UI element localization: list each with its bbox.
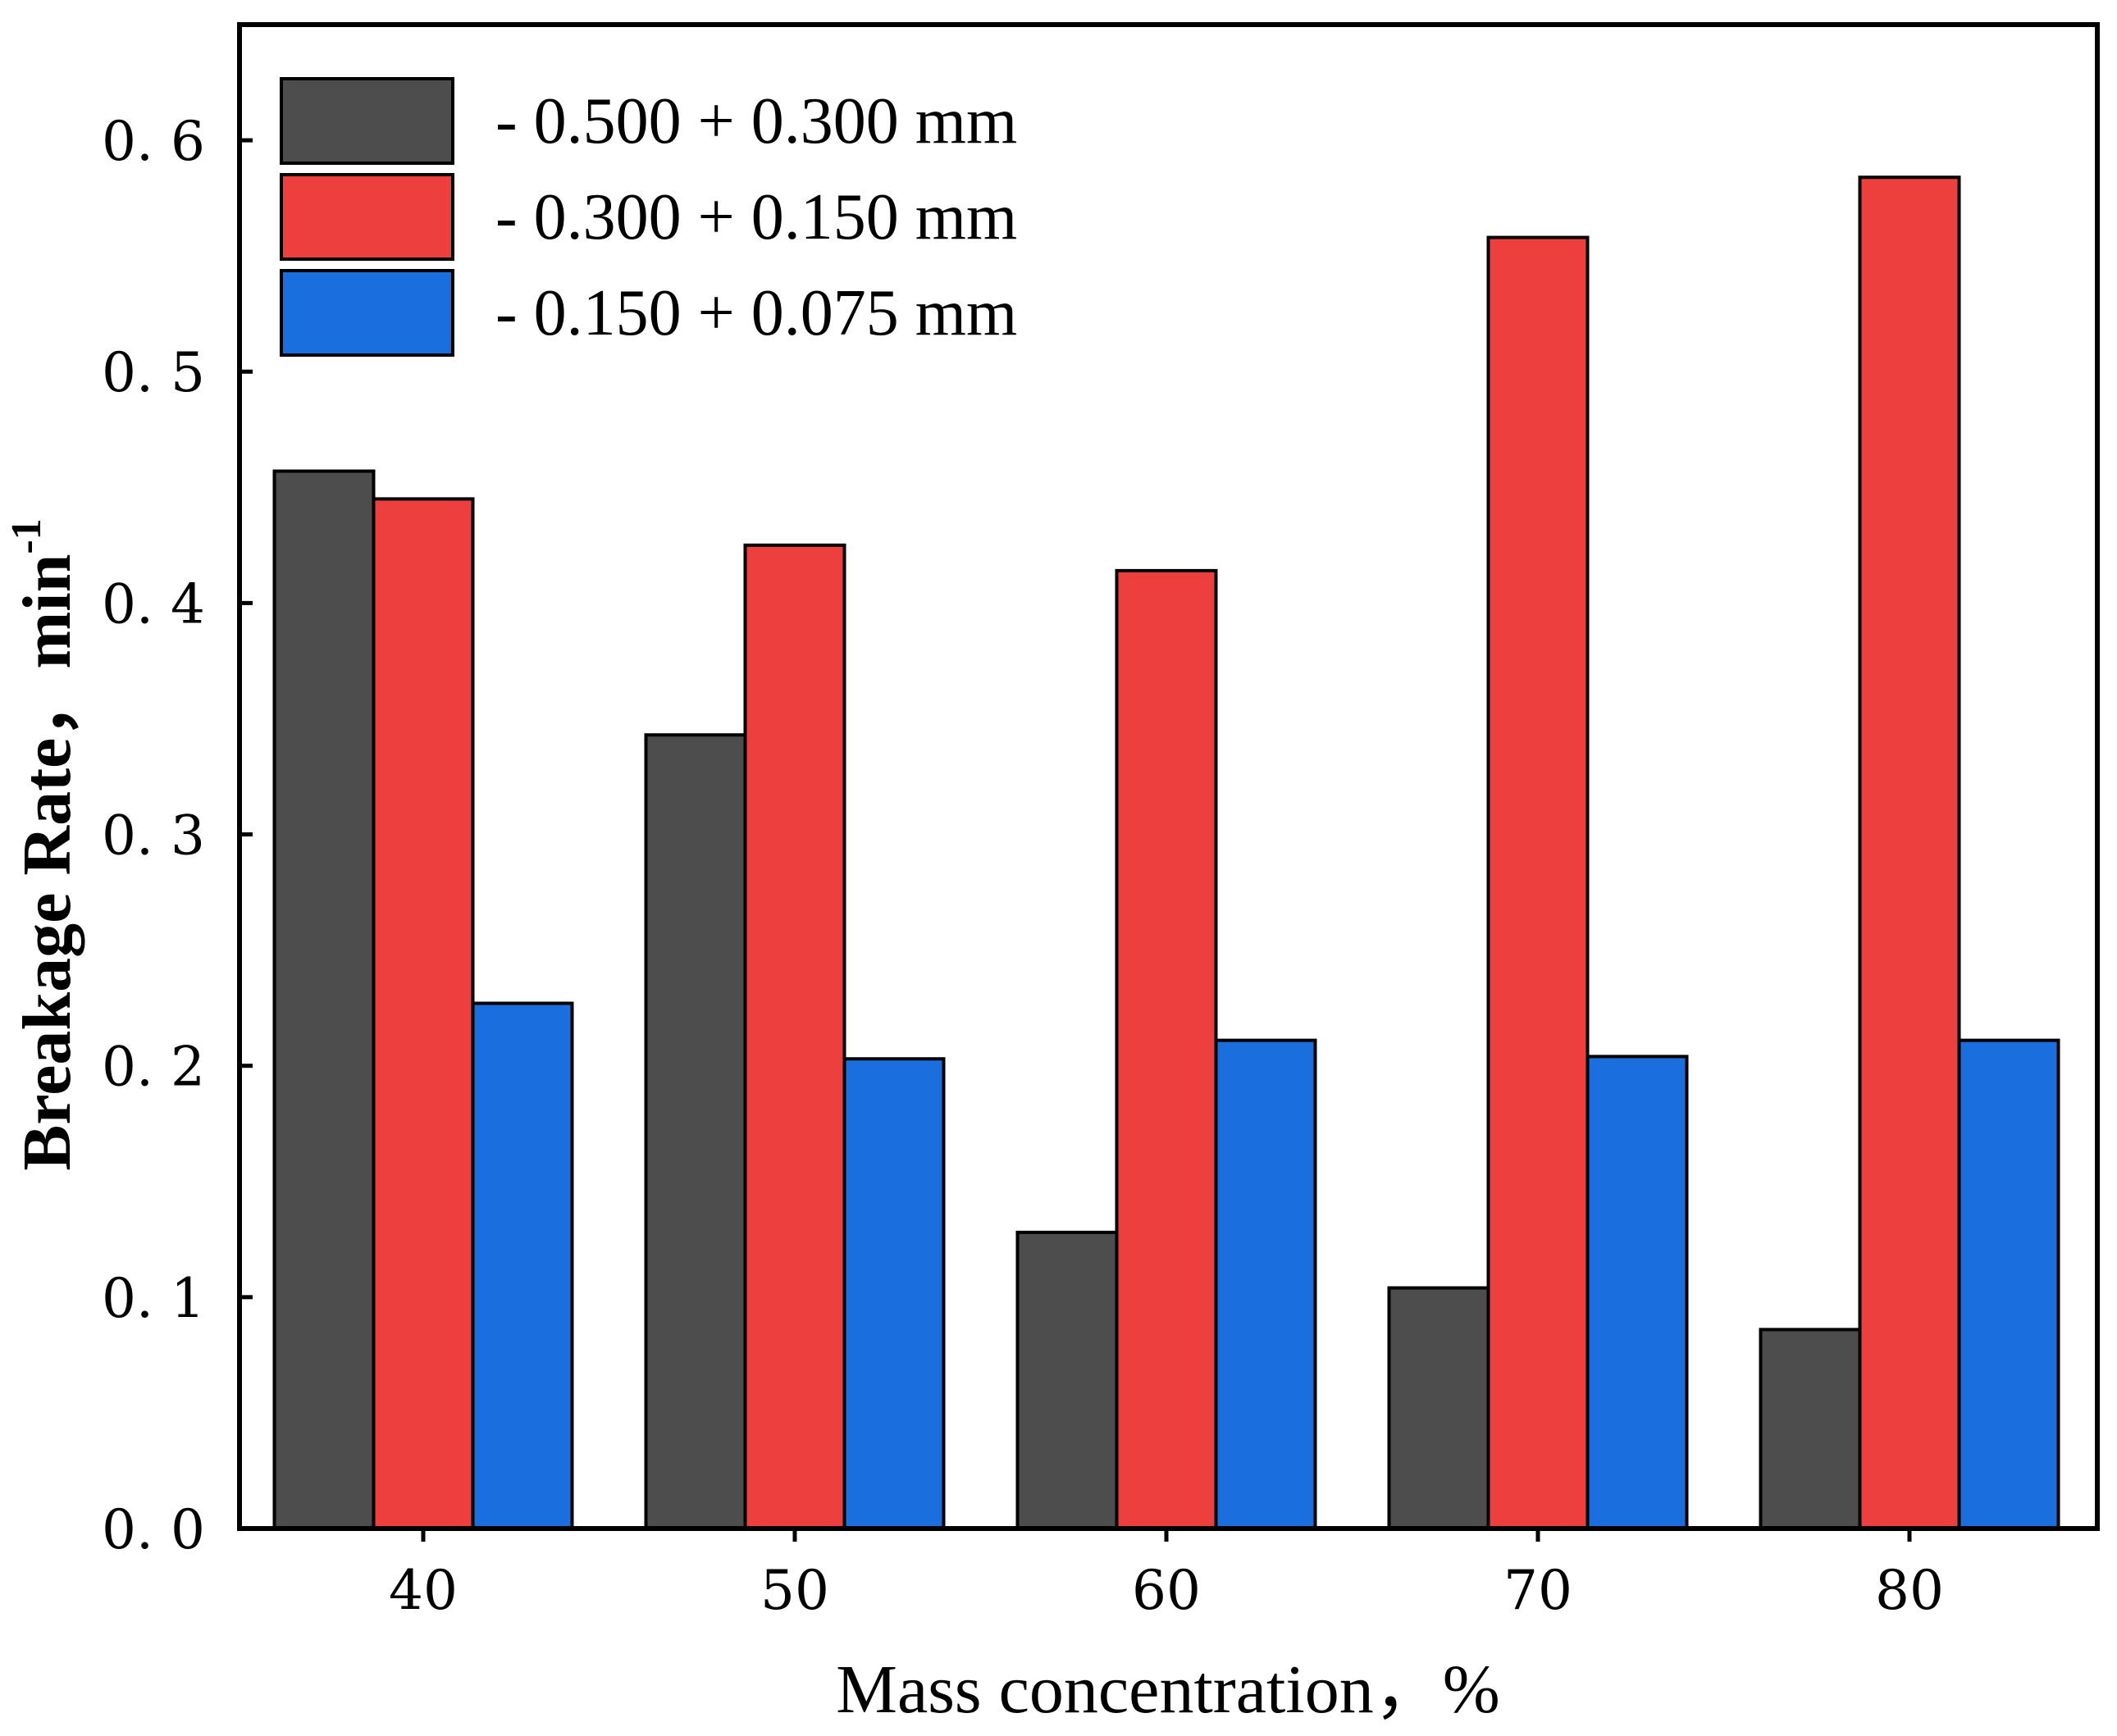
x-tick-label: 70: [1503, 1559, 1572, 1622]
legend-label-1: - 0.500 + 0.300 mm: [495, 85, 1017, 157]
bar-60-series-2: [1115, 568, 1218, 1530]
legend: - 0.500 + 0.300 mm - 0.300 + 0.150 mm - 0.…: [280, 77, 1017, 357]
y-axis-label-superscript: -1: [3, 518, 50, 554]
y-tick-label: 0. 0: [102, 1498, 205, 1561]
bar-70-series-1: [1387, 1286, 1490, 1531]
bar-40-series-3: [471, 1001, 574, 1530]
x-tick-label: 60: [1132, 1559, 1201, 1622]
y-axis-ticks: 0. 0 0. 1 0. 2 0. 3 0. 4 0. 5 0. 6: [102, 110, 253, 1561]
legend-swatch-3: [280, 269, 454, 357]
y-tick-label: 0. 6: [102, 110, 205, 173]
bar-50-series-3: [842, 1057, 946, 1530]
bar-40-series-1: [272, 469, 376, 1531]
bar-60-series-3: [1214, 1038, 1317, 1530]
bars-group: [272, 175, 2060, 1531]
bar-70-series-3: [1585, 1055, 1689, 1530]
y-tick-label: 0. 2: [102, 1036, 205, 1099]
bar-40-series-2: [372, 497, 475, 1530]
legend-swatch-2: [280, 173, 454, 261]
y-tick-label: 0. 1: [102, 1267, 205, 1330]
x-tick-label: 40: [389, 1559, 458, 1622]
bar-50-series-2: [743, 543, 846, 1530]
legend-label-2: - 0.300 + 0.150 mm: [495, 181, 1017, 253]
x-tick-label: 80: [1875, 1559, 1944, 1622]
x-axis-ticks: 40 50 60 70 80: [389, 1529, 1944, 1622]
y-axis-label-main: Breakage Rate，min: [9, 554, 85, 1171]
bar-80-series-1: [1759, 1328, 1862, 1530]
x-tick-label: 50: [760, 1559, 829, 1622]
bar-60-series-1: [1015, 1230, 1119, 1530]
legend-swatch-1: [280, 77, 454, 165]
y-tick-label: 0. 5: [102, 341, 205, 404]
bar-80-series-2: [1858, 175, 1961, 1530]
svg-text:Breakage Rate，min-1: Breakage Rate，min-1: [3, 518, 85, 1170]
plot-frame: [237, 22, 2100, 1531]
bar-70-series-2: [1486, 235, 1590, 1530]
legend-label-3: - 0.150 + 0.075 mm: [495, 277, 1017, 349]
y-tick-label: 0. 4: [102, 572, 205, 636]
y-tick-label: 0. 3: [102, 804, 205, 868]
bar-50-series-1: [644, 733, 747, 1530]
bar-80-series-3: [1957, 1038, 2060, 1530]
x-axis-label: Mass concentration，%: [836, 1652, 1499, 1728]
y-axis-label: Breakage Rate，min-1: [3, 518, 85, 1170]
